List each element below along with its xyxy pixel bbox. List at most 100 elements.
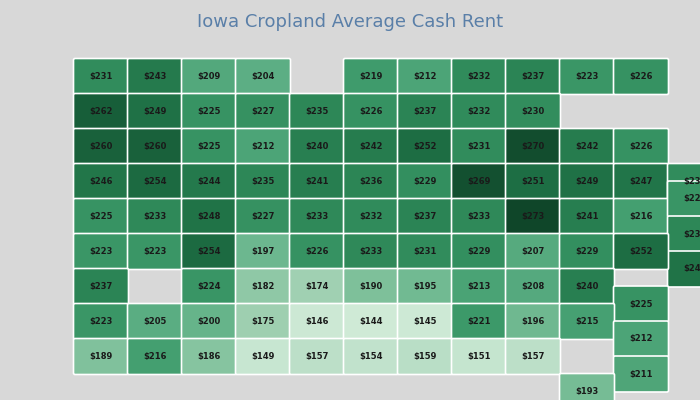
Text: $146: $146 [305,317,329,326]
Text: $229: $229 [468,247,491,256]
Text: $225: $225 [90,212,113,221]
FancyBboxPatch shape [290,338,344,374]
FancyBboxPatch shape [505,94,561,130]
Text: $225: $225 [197,107,220,116]
FancyBboxPatch shape [452,234,507,270]
FancyBboxPatch shape [398,58,452,94]
FancyBboxPatch shape [181,94,237,130]
Text: $227: $227 [251,107,274,116]
FancyBboxPatch shape [344,304,398,340]
Text: $229: $229 [575,247,598,256]
Text: $193: $193 [575,387,598,396]
Text: $231: $231 [468,142,491,151]
FancyBboxPatch shape [505,58,561,94]
Text: $157: $157 [522,352,545,361]
Text: $225: $225 [197,142,220,151]
FancyBboxPatch shape [127,94,183,130]
FancyBboxPatch shape [74,234,129,270]
FancyBboxPatch shape [344,338,398,374]
FancyBboxPatch shape [668,181,700,217]
Text: $227: $227 [251,212,274,221]
FancyBboxPatch shape [235,128,290,164]
FancyBboxPatch shape [505,198,561,234]
FancyBboxPatch shape [344,198,398,234]
Text: $251: $251 [522,177,545,186]
FancyBboxPatch shape [559,268,615,304]
FancyBboxPatch shape [559,304,615,340]
Text: $230: $230 [522,107,545,116]
FancyBboxPatch shape [235,338,290,374]
FancyBboxPatch shape [452,164,507,200]
FancyBboxPatch shape [235,164,290,200]
Text: $186: $186 [197,352,220,361]
FancyBboxPatch shape [344,94,398,130]
FancyBboxPatch shape [74,338,129,374]
Text: $233: $233 [359,247,383,256]
FancyBboxPatch shape [74,268,129,304]
Text: $243: $243 [144,72,167,81]
FancyBboxPatch shape [74,164,129,200]
FancyBboxPatch shape [127,234,183,270]
FancyBboxPatch shape [181,58,237,94]
FancyBboxPatch shape [613,234,668,270]
FancyBboxPatch shape [398,164,452,200]
Text: $212: $212 [413,72,437,81]
FancyBboxPatch shape [127,164,183,200]
FancyBboxPatch shape [505,268,561,304]
FancyBboxPatch shape [559,374,615,400]
Text: $216: $216 [144,352,167,361]
FancyBboxPatch shape [344,128,398,164]
Text: $213: $213 [468,282,491,291]
Text: $232: $232 [468,107,491,116]
FancyBboxPatch shape [559,198,615,234]
Text: $151: $151 [468,352,491,361]
Text: $223: $223 [575,72,598,81]
Text: $233: $233 [468,212,491,221]
FancyBboxPatch shape [505,128,561,164]
FancyBboxPatch shape [559,128,615,164]
FancyBboxPatch shape [127,198,183,234]
FancyBboxPatch shape [127,304,183,340]
FancyBboxPatch shape [181,164,237,200]
FancyBboxPatch shape [235,198,290,234]
Text: $241: $241 [305,177,329,186]
Text: $196: $196 [522,317,545,326]
Text: $240: $240 [305,142,329,151]
Text: $262: $262 [90,107,113,116]
Text: $231: $231 [683,177,700,186]
FancyBboxPatch shape [290,164,344,200]
Text: $248: $248 [683,264,700,274]
FancyBboxPatch shape [181,304,237,340]
FancyBboxPatch shape [398,198,452,234]
Text: $273: $273 [522,212,545,221]
Text: $242: $242 [575,142,598,151]
FancyBboxPatch shape [613,286,668,322]
Text: $260: $260 [90,142,113,151]
Text: $226: $226 [629,142,652,151]
FancyBboxPatch shape [181,198,237,234]
FancyBboxPatch shape [74,94,129,130]
Text: $235: $235 [251,177,274,186]
Text: $157: $157 [305,352,329,361]
Text: $216: $216 [629,212,652,221]
FancyBboxPatch shape [344,58,398,94]
FancyBboxPatch shape [559,234,615,270]
FancyBboxPatch shape [505,164,561,200]
FancyBboxPatch shape [452,58,507,94]
Text: $226: $226 [629,72,652,81]
Text: $229: $229 [413,177,437,186]
Text: $175: $175 [251,317,274,326]
Text: $252: $252 [629,247,652,256]
FancyBboxPatch shape [74,58,129,94]
Text: $235: $235 [305,107,329,116]
Text: $215: $215 [575,317,598,326]
Text: $212: $212 [629,334,652,344]
FancyBboxPatch shape [398,234,452,270]
Text: $249: $249 [144,107,167,116]
FancyBboxPatch shape [290,94,344,130]
Text: $224: $224 [197,282,220,291]
Text: $241: $241 [575,212,598,221]
FancyBboxPatch shape [613,128,668,164]
Text: $232: $232 [359,212,383,221]
FancyBboxPatch shape [290,198,344,234]
